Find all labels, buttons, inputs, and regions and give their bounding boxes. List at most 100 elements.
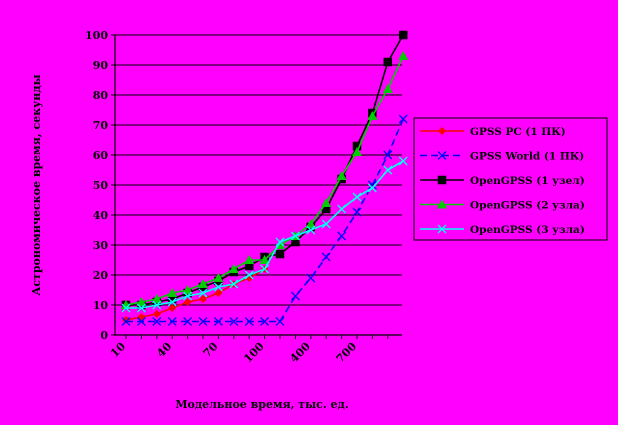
y-tick-label: 60 xyxy=(93,149,109,162)
legend-label: OpenGPSS (1 узел) xyxy=(470,175,585,187)
data-point xyxy=(367,111,378,120)
data-point xyxy=(437,224,447,234)
data-point xyxy=(136,303,146,313)
data-point xyxy=(290,231,300,241)
data-point xyxy=(290,291,300,301)
x-tick-label: 400 xyxy=(287,340,313,366)
legend-label: OpenGPSS (2 узла) xyxy=(470,200,585,212)
data-point xyxy=(259,255,270,264)
data-point xyxy=(352,192,362,202)
legend-label: OpenGPSS (3 узла) xyxy=(470,224,585,236)
y-tick-label: 80 xyxy=(93,89,109,102)
data-point xyxy=(260,264,270,274)
data-point xyxy=(367,183,377,193)
data-point xyxy=(167,288,178,297)
data-point xyxy=(136,297,147,306)
x-axis-label: Модельное время, тыс. ед. xyxy=(175,398,348,411)
legend-entry: GPSS PC (1 ПК) xyxy=(420,126,566,138)
data-point xyxy=(398,156,408,166)
series-line xyxy=(126,118,404,323)
y-tick-labels: 0 10 20 30 40 50 60 70 80 90 100 xyxy=(85,29,108,342)
data-point xyxy=(152,310,161,318)
data-point xyxy=(198,279,208,288)
data-point xyxy=(137,313,146,321)
legend-entry: OpenGPSS (1 узел) xyxy=(420,175,585,187)
y-tick-label: 30 xyxy=(93,239,109,252)
data-point xyxy=(213,317,223,326)
data-point xyxy=(182,285,193,294)
data-point xyxy=(437,151,447,160)
data-point xyxy=(383,150,393,160)
data-point xyxy=(352,147,362,156)
data-point xyxy=(122,316,130,324)
legend-label: GPSS PC (1 ПК) xyxy=(470,126,566,138)
data-point xyxy=(275,317,285,326)
data-point xyxy=(183,291,193,301)
data-point xyxy=(306,273,316,283)
data-point xyxy=(244,255,255,264)
data-point xyxy=(198,288,208,298)
y-tick-label: 70 xyxy=(93,119,109,132)
data-point xyxy=(398,30,408,40)
y-tick-label: 40 xyxy=(93,209,109,222)
data-point xyxy=(152,317,162,326)
data-point xyxy=(121,303,131,313)
data-point xyxy=(275,237,285,247)
data-point xyxy=(151,294,162,303)
data-point xyxy=(383,57,393,67)
series-line xyxy=(126,34,404,306)
data-point xyxy=(167,317,177,326)
data-point xyxy=(244,317,254,326)
data-point xyxy=(121,317,131,326)
y-tick-label: 20 xyxy=(93,269,109,282)
data-point xyxy=(337,231,347,241)
data-point xyxy=(305,219,316,228)
y-tick-label: 90 xyxy=(93,59,109,72)
data-point xyxy=(437,199,447,209)
legend-label: GPSS World (1 ПК) xyxy=(470,151,584,163)
x-tick-label: 10 xyxy=(108,340,128,360)
legend: GPSS PC (1 ПК) GPSS World (1 ПК) OpenGPSS … xyxy=(413,117,608,241)
data-point xyxy=(214,289,223,297)
data-point xyxy=(382,84,393,93)
data-point xyxy=(437,175,447,185)
legend-entry: OpenGPSS (2 узла) xyxy=(420,199,585,212)
data-point xyxy=(228,264,239,273)
data-point xyxy=(183,317,193,326)
x-tick-labels: 10 40 70 100 400 700 xyxy=(108,340,359,366)
data-point xyxy=(213,282,223,292)
data-point xyxy=(321,219,331,229)
data-point xyxy=(383,165,393,175)
data-point xyxy=(398,114,408,124)
data-point xyxy=(121,300,131,309)
legend-entry: OpenGPSS (3 узла) xyxy=(420,224,585,236)
x-tick-label: 70 xyxy=(201,340,221,360)
data-point xyxy=(183,298,192,306)
data-point xyxy=(199,295,207,303)
data-point xyxy=(352,207,362,217)
data-point xyxy=(167,297,177,307)
data-point xyxy=(168,304,177,312)
series-line xyxy=(125,268,266,321)
data-point xyxy=(244,270,254,280)
data-point xyxy=(337,204,347,214)
y-axis-label: Астрономическое время, секунды xyxy=(30,74,43,295)
series-line xyxy=(126,160,404,309)
data-point xyxy=(275,249,285,259)
x-tick-label: 40 xyxy=(154,340,174,360)
y-tick-label: 100 xyxy=(85,29,108,42)
y-tick-label: 0 xyxy=(100,329,108,342)
data-point xyxy=(321,252,331,262)
data-point xyxy=(213,273,224,282)
grid-lines xyxy=(115,34,402,306)
data-point xyxy=(260,317,270,326)
y-tick-label: 50 xyxy=(93,179,109,192)
legend-entry: GPSS World (1 ПК) xyxy=(420,151,584,163)
axes xyxy=(111,34,402,339)
data-point xyxy=(136,317,146,326)
data-point xyxy=(306,225,316,235)
data-point xyxy=(438,127,446,135)
x-tick-label: 100 xyxy=(241,340,267,366)
x-tick-label: 700 xyxy=(334,340,360,366)
